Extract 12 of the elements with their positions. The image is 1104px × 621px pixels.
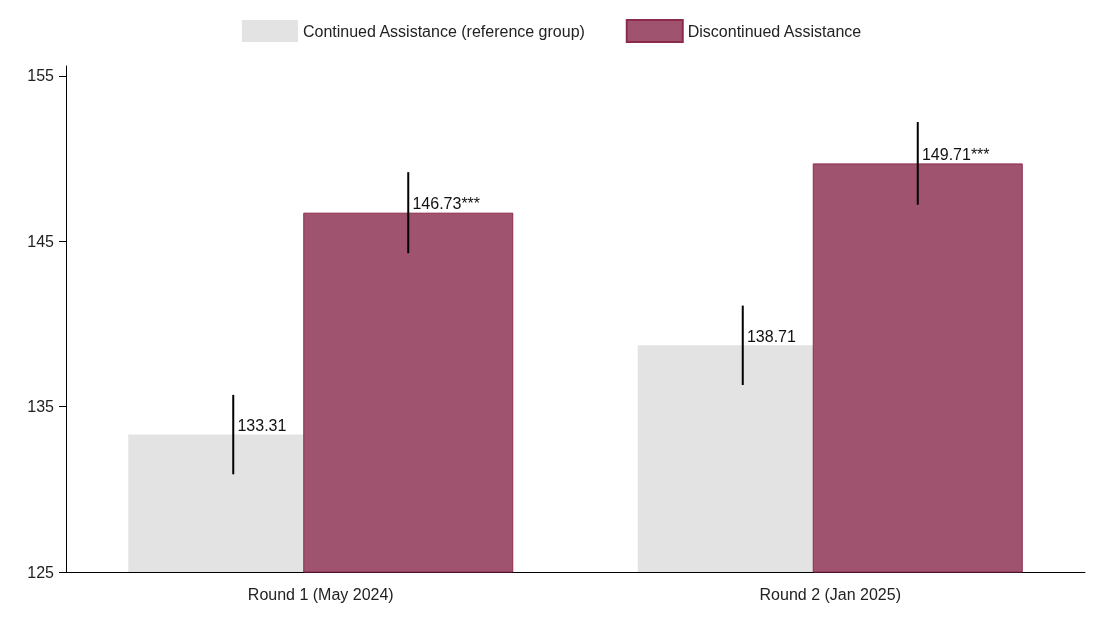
y-tick-label: 145 bbox=[27, 232, 55, 250]
y-tick-label: 155 bbox=[27, 67, 55, 85]
legend-label: Discontinued Assistance bbox=[687, 22, 862, 40]
data-label: 133.31 bbox=[237, 417, 287, 435]
x-tick-label: Round 2 (Jan 2025) bbox=[759, 585, 901, 603]
legend-label: Continued Assistance (reference group) bbox=[302, 22, 585, 40]
data-label: 146.73*** bbox=[412, 195, 481, 213]
data-label: 149.71*** bbox=[921, 145, 990, 163]
data-label: 138.71 bbox=[746, 327, 796, 345]
y-tick-label: 125 bbox=[27, 563, 55, 581]
x-tick-label: Round 1 (May 2024) bbox=[247, 585, 394, 603]
y-tick-label: 135 bbox=[27, 398, 55, 416]
